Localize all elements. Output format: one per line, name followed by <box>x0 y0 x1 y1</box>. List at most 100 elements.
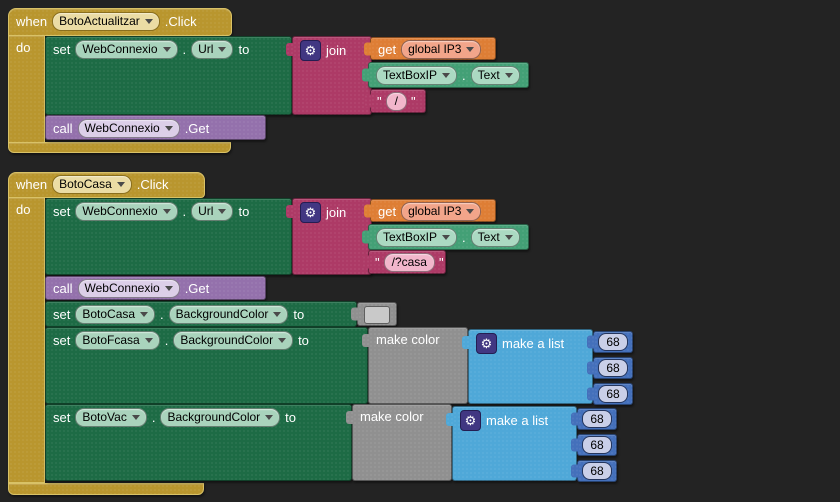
dropdown-value: Text <box>477 68 500 82</box>
text-string-input[interactable]: /?casa <box>383 253 435 272</box>
dropdown-value: BackgroundColor <box>167 410 261 424</box>
make-color-block-1[interactable]: make color <box>362 327 468 404</box>
number-block[interactable]: 68 <box>593 357 633 379</box>
mutator-gear-icon[interactable]: ⚙ <box>300 202 321 223</box>
method-label: .Get <box>184 281 210 296</box>
event-block-botocasa-footer[interactable] <box>8 483 204 495</box>
number-block[interactable]: 68 <box>577 460 617 482</box>
property-dropdown[interactable]: BackgroundColor <box>168 305 289 324</box>
dropdown-caret-icon <box>164 126 173 131</box>
number-input[interactable]: 68 <box>598 333 628 351</box>
component-dropdown[interactable]: BotoCasa <box>75 305 156 324</box>
do-label: do <box>16 40 31 55</box>
dropdown-caret-icon <box>273 312 282 317</box>
set-label: set <box>53 333 71 348</box>
block-row: " /?casa " <box>369 251 445 274</box>
set-botocasa-bgcolor-block[interactable]: set BotoCasa . BackgroundColor to <box>45 301 357 327</box>
set-botofcasa-bgcolor-block[interactable]: set BotoFcasa . BackgroundColor to <box>45 327 368 404</box>
event-block-botoactualitzar-header[interactable]: when BotoActualitzar .Click <box>8 8 232 36</box>
dropdown-value: Url <box>198 42 214 56</box>
block-row: call WebConnexio .Get <box>46 116 265 141</box>
number-block[interactable]: 68 <box>577 408 617 430</box>
dropdown-value: WebConnexio <box>84 121 160 135</box>
component-dropdown[interactable]: WebConnexio <box>75 202 178 221</box>
property-dropdown[interactable]: BackgroundColor <box>160 408 281 427</box>
property-dropdown[interactable]: Text <box>470 228 520 247</box>
dot-label: . <box>462 68 466 83</box>
when-label: when <box>16 177 48 192</box>
to-label: to <box>238 42 250 57</box>
number-block[interactable]: 68 <box>577 434 617 456</box>
block-row: TextBoxIP . Text <box>369 225 528 250</box>
component-dropdown[interactable]: BotoVac <box>75 408 147 427</box>
textboxip-text-block-2[interactable]: TextBoxIP . Text <box>368 224 529 250</box>
component-dropdown[interactable]: BotoFcasa <box>75 331 160 350</box>
number-input[interactable]: 68 <box>582 462 612 480</box>
text-string-block-slash[interactable]: " / " <box>370 89 426 113</box>
get-global-ip3-block-1[interactable]: get global IP3 <box>370 37 496 60</box>
dropdown-value: TextBoxIP <box>383 230 438 244</box>
block-row: set WebConnexio . Url to <box>46 199 291 224</box>
block-row: set BotoVac . BackgroundColor to <box>46 405 351 430</box>
property-dropdown[interactable]: BackgroundColor <box>173 331 294 350</box>
component-dropdown[interactable]: TextBoxIP <box>376 228 458 247</box>
number-block[interactable]: 68 <box>593 331 633 353</box>
gear-glyph: ⚙ <box>480 335 493 351</box>
to-label: to <box>293 307 305 322</box>
mutator-gear-icon[interactable]: ⚙ <box>476 333 497 354</box>
number-input[interactable]: 68 <box>582 410 612 428</box>
event-block-botocasa-spine[interactable]: do <box>8 197 45 483</box>
number-block[interactable]: 68 <box>593 383 633 405</box>
dropdown-caret-icon <box>504 235 513 240</box>
color-value-block[interactable] <box>357 302 397 326</box>
variable-dropdown[interactable]: global IP3 <box>401 40 482 59</box>
set-botovac-bgcolor-block[interactable]: set BotoVac . BackgroundColor to <box>45 404 352 481</box>
get-global-ip3-block-2[interactable]: get global IP3 <box>370 199 496 222</box>
component-dropdown[interactable]: WebConnexio <box>77 279 180 298</box>
component-dropdown[interactable]: TextBoxIP <box>376 66 458 85</box>
call-webconnexio-get-block-1[interactable]: call WebConnexio .Get <box>45 115 266 140</box>
event-suffix-label: .Click <box>136 177 169 192</box>
dropdown-value: BotoCasa <box>82 307 136 321</box>
make-a-list-block-2[interactable]: ⚙ make a list <box>446 406 577 481</box>
block-row: get global IP3 <box>371 200 495 223</box>
dropdown-caret-icon <box>164 286 173 291</box>
component-dropdown[interactable]: WebConnexio <box>77 119 180 138</box>
dropdown-caret-icon <box>116 182 125 187</box>
join-block-1[interactable]: ⚙ join <box>286 36 372 115</box>
variable-dropdown[interactable]: global IP3 <box>401 202 482 221</box>
number-input[interactable]: 68 <box>582 436 612 454</box>
call-webconnexio-get-block-2[interactable]: call WebConnexio .Get <box>45 276 266 300</box>
event-component-dropdown[interactable]: BotoCasa <box>52 175 132 194</box>
event-block-botocasa-header[interactable]: when BotoCasa .Click <box>8 172 205 198</box>
set-webconnexio-url-block-1[interactable]: set WebConnexio . Url to <box>45 36 292 115</box>
component-dropdown[interactable]: WebConnexio <box>75 40 178 59</box>
number-input[interactable]: 68 <box>598 385 628 403</box>
mutator-gear-icon[interactable]: ⚙ <box>460 410 481 431</box>
gear-glyph: ⚙ <box>304 204 317 220</box>
property-dropdown[interactable]: Url <box>191 40 234 59</box>
get-label: get <box>378 204 397 219</box>
block-row: " / " <box>371 90 425 113</box>
dropdown-value: WebConnexio <box>82 204 158 218</box>
dropdown-caret-icon <box>466 209 475 214</box>
number-input[interactable]: 68 <box>598 359 628 377</box>
mutator-gear-icon[interactable]: ⚙ <box>300 40 321 61</box>
event-block-botoactualitzar-footer[interactable] <box>8 142 231 153</box>
color-swatch[interactable] <box>364 306 390 324</box>
text-string-input[interactable]: / <box>385 92 407 111</box>
property-dropdown[interactable]: Text <box>470 66 520 85</box>
text-string-block-casa[interactable]: " /?casa " <box>368 250 446 274</box>
join-block-2[interactable]: ⚙ join <box>286 198 372 275</box>
open-quote-label: " <box>375 255 380 270</box>
property-dropdown[interactable]: Url <box>191 202 234 221</box>
textboxip-text-block-1[interactable]: TextBoxIP . Text <box>368 62 529 88</box>
make-color-block-2[interactable]: make color <box>346 404 452 481</box>
dropdown-caret-icon <box>144 338 153 343</box>
text-value: / <box>394 94 398 108</box>
set-webconnexio-url-block-2[interactable]: set WebConnexio . Url to <box>45 198 292 275</box>
event-component-dropdown[interactable]: BotoActualitzar <box>52 12 160 31</box>
make-a-list-block-1[interactable]: ⚙ make a list <box>462 329 593 404</box>
event-block-botoactualitzar-spine[interactable]: do <box>8 35 45 143</box>
